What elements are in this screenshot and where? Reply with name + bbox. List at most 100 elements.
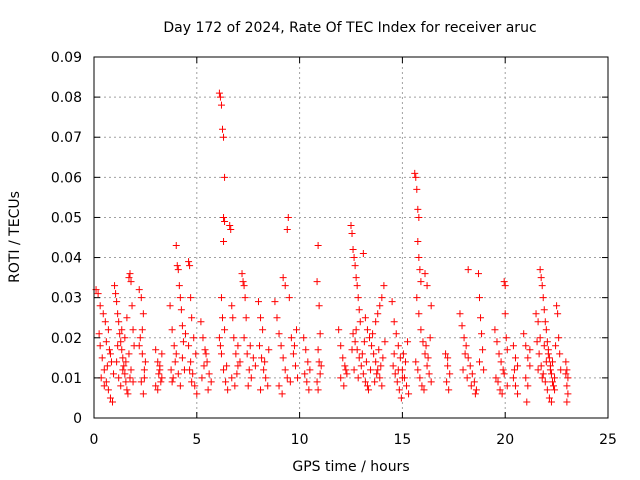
data-point — [390, 318, 398, 326]
data-point — [123, 314, 131, 322]
data-point — [227, 225, 235, 233]
data-point — [550, 382, 558, 390]
data-point — [200, 362, 208, 370]
data-point — [347, 221, 355, 229]
data-point — [157, 378, 165, 386]
data-point — [106, 394, 114, 402]
data-point — [192, 350, 200, 358]
data-point — [363, 326, 371, 334]
data-point — [349, 330, 357, 338]
data-point — [461, 350, 469, 358]
data-point — [301, 370, 309, 378]
data-point — [112, 290, 120, 298]
data-point — [99, 310, 107, 318]
data-point — [96, 342, 104, 350]
data-point — [123, 386, 131, 394]
data-point — [495, 350, 503, 358]
data-point — [168, 378, 176, 386]
data-point — [401, 358, 409, 366]
data-point — [279, 354, 287, 362]
data-point — [376, 302, 384, 310]
data-point — [113, 358, 121, 366]
data-point — [392, 330, 400, 338]
data-point — [135, 342, 143, 350]
data-point — [115, 374, 123, 382]
data-point — [422, 342, 430, 350]
data-point — [470, 378, 478, 386]
x-axis-label: GPS time / hours — [292, 459, 409, 475]
data-point — [524, 382, 532, 390]
data-point — [152, 382, 160, 390]
data-point — [246, 342, 254, 350]
data-point — [219, 125, 226, 133]
data-point — [103, 362, 111, 370]
data-point — [378, 294, 386, 302]
data-point — [362, 358, 370, 366]
data-point — [135, 286, 143, 294]
data-point — [170, 342, 178, 350]
data-point — [355, 306, 363, 314]
data-point — [415, 254, 423, 262]
data-point — [414, 238, 422, 246]
data-point — [413, 185, 421, 193]
x-tick-label: 15 — [393, 432, 411, 448]
data-point — [101, 318, 109, 326]
data-point — [412, 358, 420, 366]
data-point — [265, 346, 273, 354]
data-point — [394, 342, 402, 350]
data-point — [229, 314, 237, 322]
data-point — [388, 298, 396, 306]
data-point — [154, 358, 162, 366]
data-point — [98, 354, 106, 362]
data-point — [356, 318, 364, 326]
data-point — [126, 374, 134, 382]
data-point — [127, 366, 135, 374]
data-point — [474, 270, 482, 278]
data-point — [425, 370, 433, 378]
data-point — [375, 346, 383, 354]
data-point — [223, 362, 231, 370]
data-point — [352, 274, 360, 282]
y-tick-label: 0.07 — [51, 130, 82, 146]
data-point — [193, 390, 201, 398]
data-point — [500, 370, 508, 378]
data-point — [545, 354, 553, 362]
data-point — [171, 358, 179, 366]
data-point — [523, 398, 531, 406]
data-point — [419, 338, 427, 346]
data-point — [313, 378, 321, 386]
data-point — [118, 326, 126, 334]
data-point — [370, 350, 378, 358]
data-point — [138, 350, 146, 358]
data-point — [119, 354, 127, 362]
data-point — [139, 310, 147, 318]
data-point — [556, 350, 564, 358]
data-point — [459, 366, 467, 374]
data-point — [551, 386, 559, 394]
data-point — [536, 266, 544, 274]
data-point — [524, 354, 532, 362]
y-tick-label: 0.09 — [51, 50, 82, 66]
data-point — [442, 350, 450, 358]
data-point — [340, 382, 348, 390]
data-point — [221, 217, 229, 225]
data-point — [423, 282, 431, 290]
data-point — [122, 378, 130, 386]
data-point — [294, 374, 302, 382]
data-point — [181, 330, 189, 338]
y-tick-label: 0.06 — [51, 170, 82, 186]
data-point — [224, 386, 232, 394]
data-point — [281, 282, 289, 290]
x-tick-label: 0 — [90, 432, 99, 448]
x-tick-label: 20 — [496, 432, 514, 448]
data-point — [197, 318, 205, 326]
data-point — [551, 374, 559, 382]
data-point — [257, 386, 265, 394]
data-point — [363, 382, 371, 390]
data-point — [405, 390, 413, 398]
data-point — [188, 378, 196, 386]
data-point — [395, 386, 403, 394]
data-point — [534, 366, 542, 374]
data-point — [543, 386, 551, 394]
